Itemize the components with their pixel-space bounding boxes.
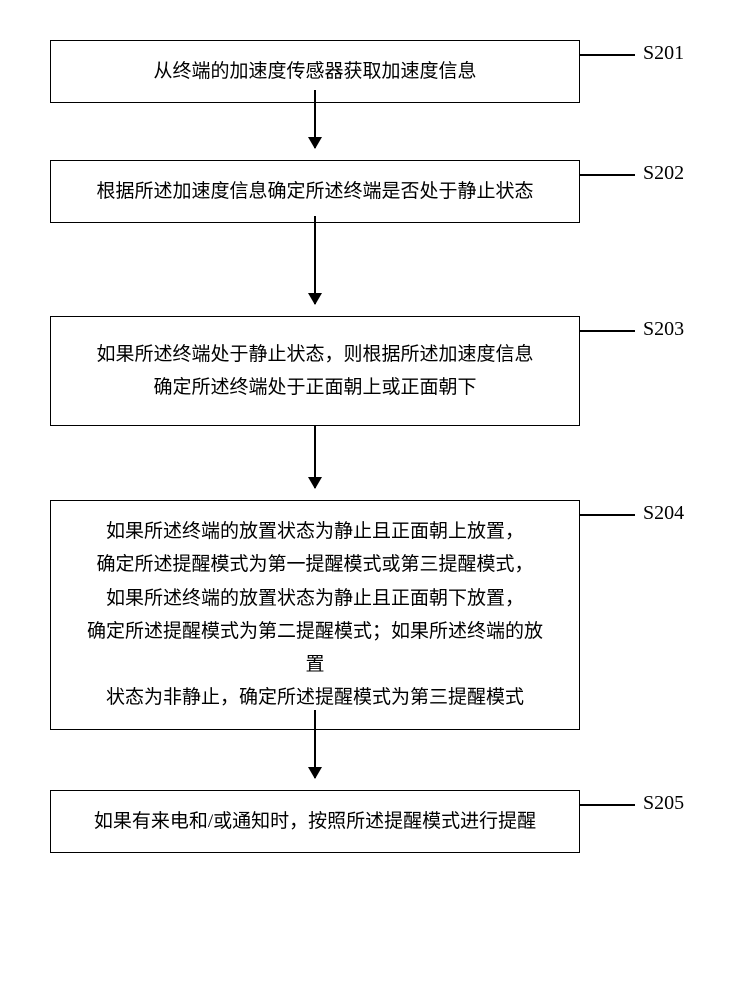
leader-s203	[580, 330, 635, 332]
arrow-after-s204	[314, 710, 316, 778]
step-label-s205: S205	[643, 792, 684, 815]
leader-s205	[580, 804, 635, 806]
step-label-s204: S204	[643, 502, 684, 525]
leader-s201	[580, 54, 635, 56]
arrow-after-s201	[314, 90, 316, 148]
step-label-s202: S202	[643, 162, 684, 185]
step-label-s203: S203	[643, 318, 684, 341]
arrow-after-s203	[314, 426, 316, 488]
step-label-s201: S201	[643, 42, 684, 65]
flow-node-s202: 根据所述加速度信息确定所述终端是否处于静止状态	[50, 160, 580, 223]
flow-node-s205: 如果有来电和/或通知时，按照所述提醒模式进行提醒	[50, 790, 580, 853]
arrow-after-s202	[314, 216, 316, 304]
leader-s204	[580, 514, 635, 516]
flow-node-s204: 如果所述终端的放置状态为静止且正面朝上放置， 确定所述提醒模式为第一提醒模式或第…	[50, 500, 580, 730]
flow-node-s203: 如果所述终端处于静止状态，则根据所述加速度信息 确定所述终端处于正面朝上或正面朝…	[50, 316, 580, 426]
leader-s202	[580, 174, 635, 176]
